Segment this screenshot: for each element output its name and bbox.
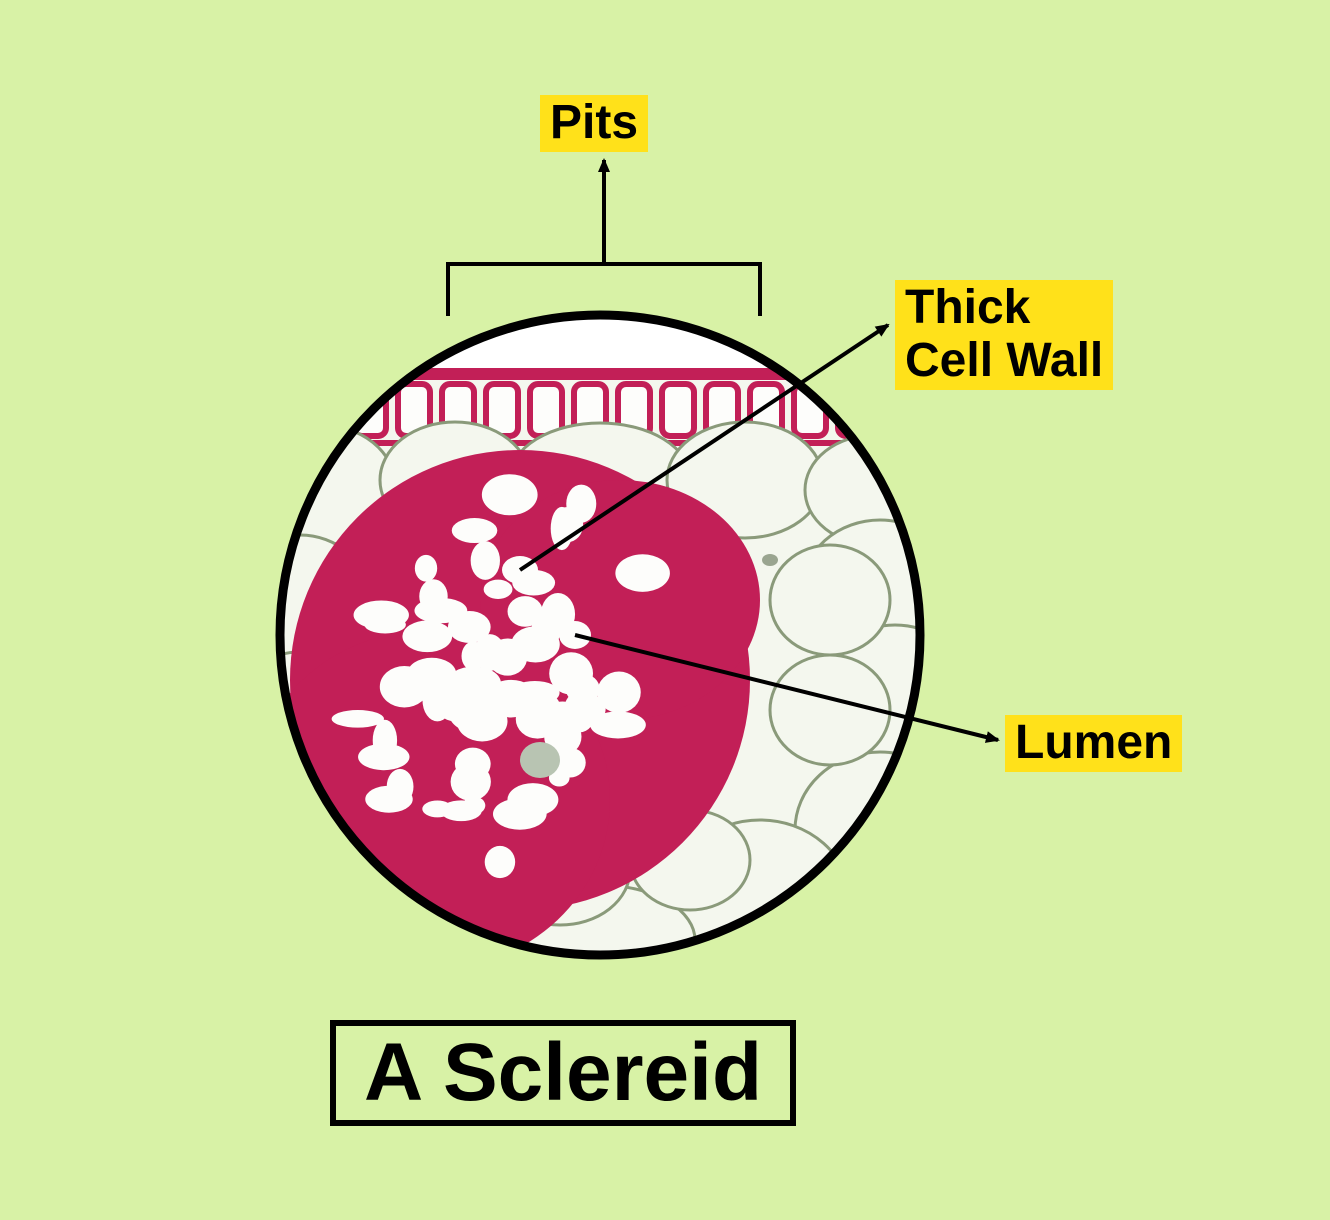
tissue	[228, 368, 975, 1008]
label-pits: Pits	[540, 95, 648, 152]
diagram-title: A Sclereid	[330, 1020, 796, 1126]
label-thick-cell-wall: Thick Cell Wall	[895, 280, 1113, 390]
label-lumen: Lumen	[1005, 715, 1182, 772]
